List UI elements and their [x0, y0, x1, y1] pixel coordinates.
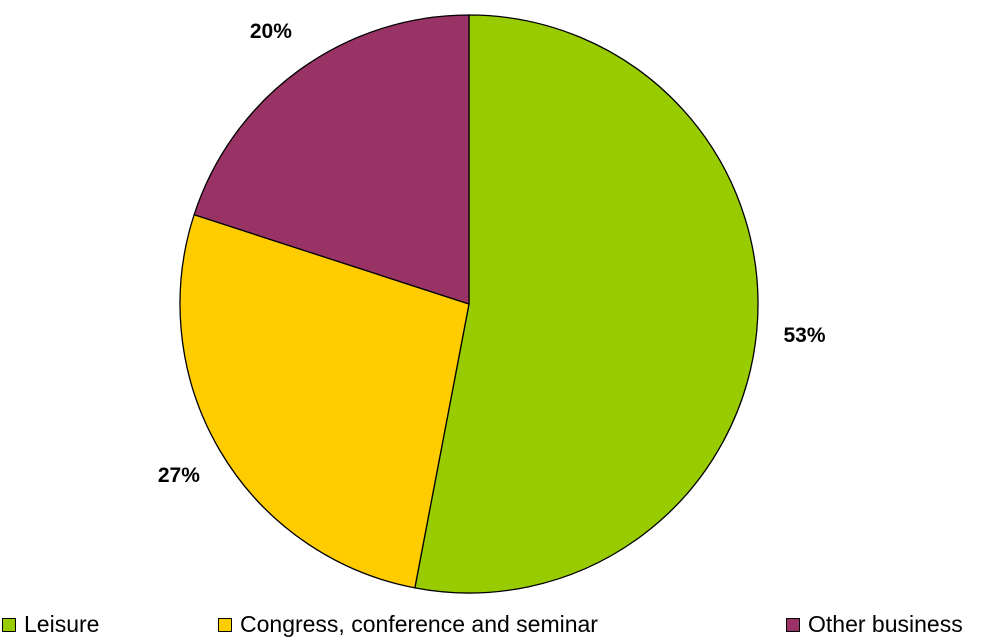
- data-label-other-business: 20%: [250, 20, 292, 43]
- legend-swatch-other-business: [786, 617, 800, 632]
- pie-slices: [179, 14, 759, 594]
- pie-slice-leisure: [414, 14, 759, 594]
- legend-label-other-business: Other business: [808, 611, 963, 637]
- legend-label-leisure: Leisure: [24, 611, 100, 637]
- data-label-congress-conference-and-seminar: 27%: [158, 464, 200, 487]
- legend-item-other-business: Other business: [786, 610, 963, 639]
- legend-label-congress: Congress, conference and seminar: [240, 611, 598, 637]
- legend-item-congress: Congress, conference and seminar: [218, 610, 598, 639]
- pie-data-labels: 53% 27% 20%: [158, 20, 826, 487]
- legend-swatch-congress: [218, 617, 232, 632]
- legend: Leisure Congress, conference and seminar…: [0, 610, 1005, 639]
- legend-item-leisure: Leisure: [2, 610, 99, 639]
- legend-swatch-leisure: [2, 617, 16, 632]
- data-label-leisure: 53%: [783, 324, 825, 347]
- pie-slice-congress-conference-and-seminar: [179, 213, 470, 589]
- pie-slice-other-business: [193, 14, 470, 305]
